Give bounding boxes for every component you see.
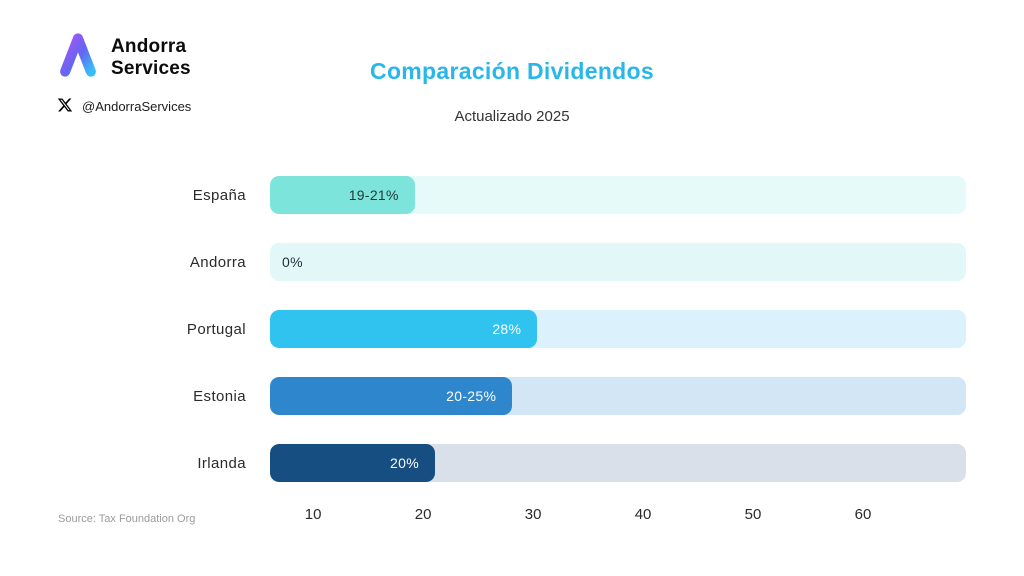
x-tick-label: 30 [524, 506, 542, 523]
chart-row: Irlanda 20% [80, 444, 966, 482]
chart-row: España 19-21% [80, 176, 966, 214]
bar-track: 20% [270, 444, 966, 482]
value-label: 20% [390, 455, 419, 471]
chart-row: Andorra 0% [80, 243, 966, 281]
x-tick-label: 20 [414, 506, 432, 523]
bar: 20-25% [270, 377, 513, 415]
andorra-services-logo-icon [55, 30, 101, 85]
x-tick-label: 40 [634, 506, 652, 523]
brand-name-line2: Services [111, 57, 191, 79]
bar: 19-21% [270, 176, 415, 214]
category-label: Estonia [193, 387, 246, 405]
chart-row: Estonia 20-25% [80, 377, 966, 415]
bar: 20% [270, 444, 435, 482]
brand-name-line1: Andorra [111, 36, 187, 58]
value-label: 0% [282, 254, 303, 270]
x-axis: 10 20 30 40 50 60 [270, 506, 966, 526]
source-note: Source: Tax Foundation Org [58, 513, 196, 525]
handle-text: @AndorraServices [82, 99, 192, 114]
value-label: 20-25% [446, 388, 497, 404]
x-tick-label: 10 [304, 506, 322, 523]
category-label: Andorra [189, 253, 246, 271]
chart-rows: España 19-21% Andorra 0% Portugal 28% Estonia 2… [80, 176, 966, 482]
bar: 28% [270, 310, 538, 348]
bar-track: 20-25% [270, 377, 966, 415]
social-handle: @AndorraServices [57, 97, 191, 116]
x-tick-label: 50 [744, 506, 762, 523]
bar-track: 0% [270, 243, 966, 281]
x-twitter-icon [57, 97, 73, 116]
category-label: España [192, 186, 246, 204]
brand-name: Andorra Services [111, 36, 191, 79]
category-label: Irlanda [197, 454, 246, 472]
bar-chart: España 19-21% Andorra 0% Portugal 28% Estonia 2… [80, 176, 966, 526]
value-label: 28% [492, 321, 522, 337]
x-tick-label: 60 [854, 506, 872, 523]
chart-title: Comparación Dividendos [370, 58, 654, 84]
title-block: Comparación Dividendos Actualizado 2025 [262, 58, 762, 125]
value-label: 19-21% [348, 187, 399, 203]
chart-subtitle: Actualizado 2025 [454, 108, 570, 125]
category-label: Portugal [186, 320, 246, 338]
bar-track: 28% [270, 310, 966, 348]
bar-track: 19-21% [270, 176, 966, 214]
chart-row: Portugal 28% [80, 310, 966, 348]
brand-block: Andorra Services @AndorraServices [55, 30, 191, 116]
